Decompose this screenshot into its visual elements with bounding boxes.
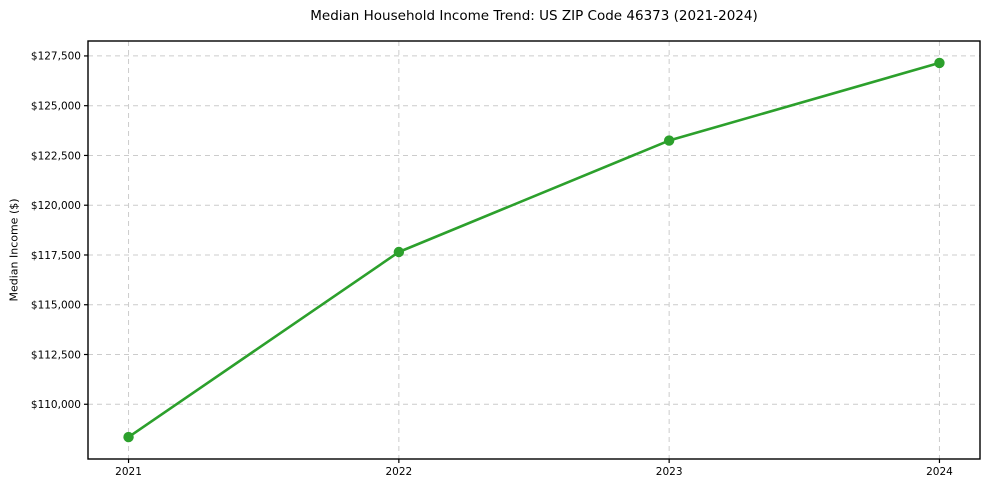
y-tick-label: $115,000	[31, 300, 81, 312]
y-tick-label: $125,000	[31, 100, 81, 112]
y-tick-label: $127,500	[31, 51, 81, 63]
y-tick-label: $117,500	[31, 250, 81, 262]
y-tick-label: $122,500	[31, 150, 81, 162]
x-tick-label: 2023	[656, 466, 683, 478]
x-tick-label: 2021	[115, 466, 142, 478]
data-point	[934, 57, 945, 69]
data-point	[663, 135, 675, 146]
data-point	[123, 431, 134, 443]
x-tick-label: 2022	[385, 466, 412, 478]
y-tick-label: $112,500	[31, 349, 81, 361]
y-tick-label: $120,000	[31, 200, 81, 212]
trend-line	[127, 61, 941, 439]
chart-title: Median Household Income Trend: US ZIP Co…	[310, 8, 758, 24]
y-tick-label: $110,000	[31, 399, 81, 411]
data-point	[393, 246, 405, 258]
plot-border	[87, 40, 981, 460]
x-tick-label: 2024	[926, 466, 953, 478]
